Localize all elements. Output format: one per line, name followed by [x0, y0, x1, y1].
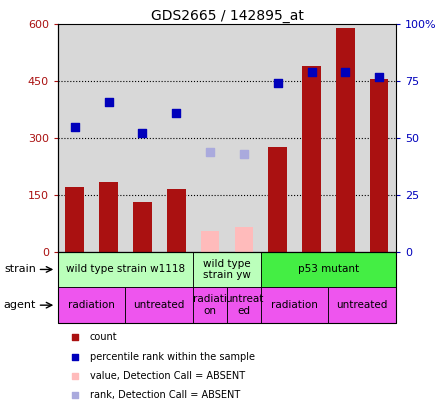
Text: radiation: radiation — [271, 300, 318, 310]
Bar — [65, 187, 84, 252]
Bar — [193, 24, 227, 252]
Point — [173, 110, 180, 116]
Title: GDS2665 / 142895_at: GDS2665 / 142895_at — [150, 9, 303, 23]
Bar — [227, 287, 261, 323]
Point — [274, 80, 281, 87]
Bar — [268, 147, 287, 252]
Bar — [370, 79, 388, 252]
Bar — [92, 24, 125, 252]
Bar — [125, 287, 193, 323]
Point — [105, 98, 112, 105]
Bar — [133, 202, 152, 252]
Bar — [261, 287, 328, 323]
Bar — [159, 24, 193, 252]
Point — [206, 148, 214, 155]
Bar — [58, 24, 92, 252]
Bar — [201, 231, 219, 252]
Bar — [302, 66, 321, 252]
Text: rank, Detection Call = ABSENT: rank, Detection Call = ABSENT — [90, 390, 240, 401]
Bar — [295, 24, 328, 252]
Point — [308, 69, 315, 75]
Text: count: count — [90, 332, 117, 342]
Bar — [193, 287, 227, 323]
Bar — [362, 24, 396, 252]
Bar — [235, 227, 253, 252]
Text: agent: agent — [4, 300, 36, 310]
Point — [240, 151, 247, 157]
Bar — [58, 287, 125, 323]
Text: untreated: untreated — [134, 300, 185, 310]
Bar — [336, 28, 355, 252]
Text: percentile rank within the sample: percentile rank within the sample — [90, 352, 255, 362]
Bar — [328, 24, 362, 252]
Bar — [58, 252, 193, 287]
Text: untreated: untreated — [336, 300, 388, 310]
Bar — [167, 189, 186, 252]
Bar — [193, 252, 261, 287]
Text: wild type strain w1118: wild type strain w1118 — [66, 264, 185, 275]
Bar — [227, 24, 261, 252]
Text: p53 mutant: p53 mutant — [298, 264, 359, 275]
Point — [377, 132, 384, 139]
Text: strain: strain — [4, 264, 36, 275]
Text: radiation: radiation — [68, 300, 115, 310]
Point — [139, 130, 146, 136]
Text: radiati
on: radiati on — [193, 294, 227, 316]
Bar — [261, 24, 295, 252]
Text: wild type
strain yw: wild type strain yw — [203, 259, 251, 280]
Bar — [261, 252, 396, 287]
Bar — [99, 181, 118, 252]
Text: untreat
ed: untreat ed — [225, 294, 263, 316]
Point — [376, 73, 383, 80]
Point — [342, 69, 349, 75]
Text: value, Detection Call = ABSENT: value, Detection Call = ABSENT — [90, 371, 245, 381]
Bar — [328, 287, 396, 323]
Bar — [125, 24, 159, 252]
Point — [377, 309, 384, 315]
Point — [71, 124, 78, 130]
